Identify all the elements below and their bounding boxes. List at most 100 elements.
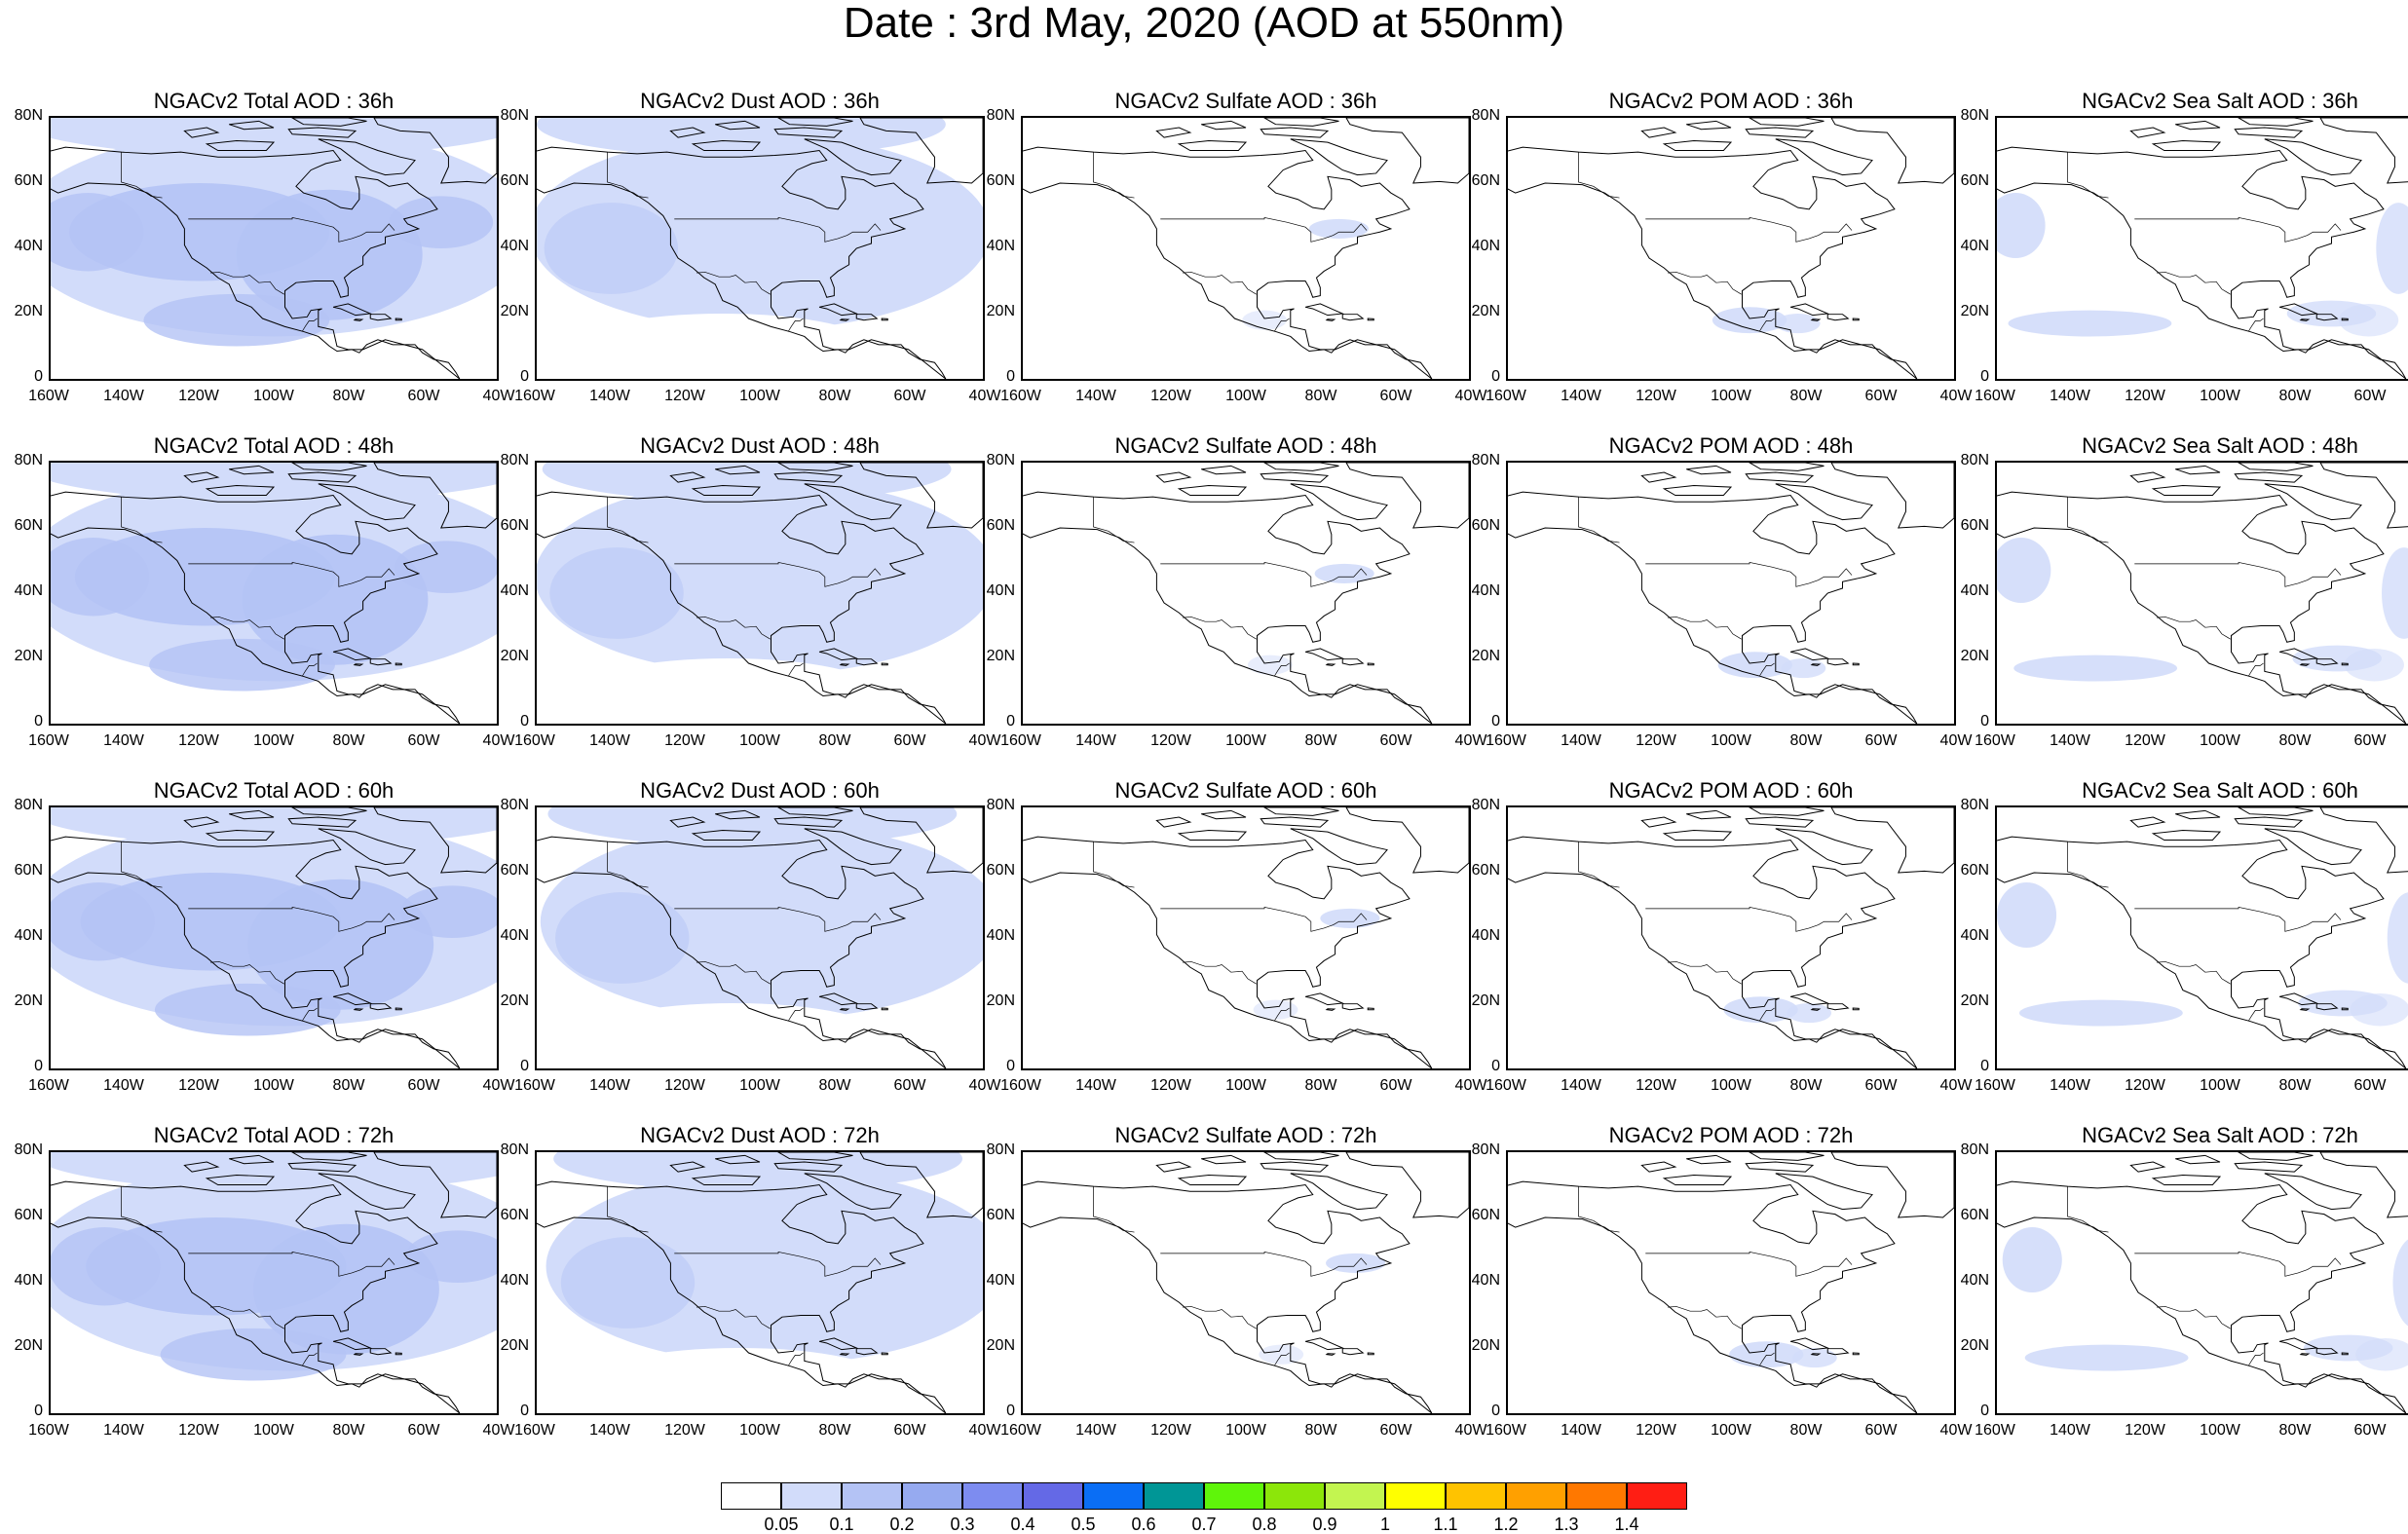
- country-border: [696, 617, 771, 640]
- island-outline: [1686, 120, 1732, 131]
- latitude-tick-label: 0: [34, 368, 43, 385]
- map-svg: [1508, 1152, 1954, 1413]
- island-outline: [1304, 303, 1345, 317]
- longitude-tick-label: 140W: [1075, 732, 1116, 749]
- aod-shading-region: [1729, 1341, 1804, 1368]
- aod-shading-region: [51, 1227, 161, 1306]
- country-border: [696, 961, 771, 985]
- longitude-tick-label: 100W: [1225, 1077, 1266, 1094]
- latitude-tick-label: 80N: [1471, 797, 1500, 813]
- island-outline: [1263, 807, 1339, 816]
- island-outline: [1640, 1161, 1677, 1173]
- country-border: [1183, 961, 1257, 985]
- longitude-tick-label: 40W: [1939, 1422, 1973, 1439]
- coastline: [1508, 1180, 1918, 1413]
- longitude-tick-label: 60W: [1864, 388, 1898, 404]
- aod-shading-region: [1781, 658, 1826, 679]
- latitude-tick-label: 60N: [1960, 172, 1989, 189]
- longitude-tick-label: 140W: [103, 1422, 144, 1439]
- latitude-tick-label: 60N: [986, 1207, 1015, 1223]
- latitude-tick-label: 60N: [14, 862, 43, 879]
- latitude-tick-label: 40N: [500, 582, 529, 599]
- longitude-tick-label: 120W: [178, 388, 219, 404]
- country-border: [1160, 907, 1368, 932]
- country-border: [1668, 1306, 1742, 1329]
- longitude-tick-label: 120W: [664, 732, 705, 749]
- island-outline: [2129, 471, 2166, 483]
- colorbar-label: 0.1: [829, 1515, 854, 1534]
- coastlines: [1508, 463, 1954, 724]
- longitude-tick-label: 100W: [253, 732, 294, 749]
- island-outline: [691, 139, 762, 151]
- latitude-tick-label: 40N: [1471, 927, 1500, 944]
- panel-title: NGACv2 Dust AOD : 60h: [640, 778, 880, 803]
- aerosol-field: [1729, 1341, 1837, 1368]
- coastline: [1508, 836, 1918, 1068]
- longitude-tick-label: 100W: [1711, 1077, 1751, 1094]
- latitude-tick-label: 80N: [14, 1141, 43, 1158]
- coastline: [1023, 527, 1433, 724]
- island-outline: [2234, 127, 2304, 138]
- island-outline: [2315, 1348, 2339, 1356]
- island-outline: [395, 662, 402, 666]
- map-frame: [1506, 1150, 1956, 1415]
- island-outline: [2151, 829, 2222, 841]
- island-outline: [2175, 809, 2221, 820]
- longitude-tick-label: 80W: [1304, 1422, 1337, 1439]
- coastline: [1997, 527, 2407, 724]
- longitude-tick-label: 100W: [739, 1422, 780, 1439]
- aerosol-field: [546, 1152, 983, 1413]
- island-outline: [881, 1007, 888, 1011]
- aod-shading-region: [389, 196, 494, 248]
- country-border: [188, 217, 395, 243]
- latitude-tick-label: 80N: [1471, 452, 1500, 468]
- island-outline: [395, 1007, 402, 1011]
- country-border: [674, 1252, 882, 1277]
- longitude-tick-label: 160W: [1486, 388, 1526, 404]
- aod-shading-region: [584, 1003, 883, 1068]
- island-outline: [2238, 807, 2314, 816]
- island-outline: [1686, 809, 1732, 820]
- longitude-tick-label: 120W: [664, 1077, 705, 1094]
- island-outline: [777, 1152, 853, 1161]
- colorbar-swatch: [902, 1482, 962, 1510]
- island-outline: [205, 829, 276, 841]
- longitude-tick-label: 40W: [968, 732, 1001, 749]
- coastlines: [537, 1152, 983, 1413]
- coastline: [1508, 182, 1918, 379]
- country-border: [607, 1185, 649, 1233]
- island-outline: [1749, 118, 1825, 127]
- longitude-tick-label: 120W: [1636, 1422, 1676, 1439]
- colorbar-swatch: [721, 1482, 781, 1510]
- longitude-tick-label: 80W: [1304, 1077, 1337, 1094]
- island-outline: [1325, 1008, 1336, 1011]
- map-panel-sulfate-48h: NGACv2 Sulfate AOD : 48h 80N 60N 40N 20N 0 160…: [987, 434, 1508, 779]
- coastline: [51, 1180, 461, 1413]
- island-outline: [1155, 471, 1192, 483]
- island-outline: [1826, 658, 1850, 666]
- island-outline: [229, 809, 275, 820]
- latitude-tick-label: 60N: [1960, 1207, 1989, 1223]
- country-border: [1759, 1352, 1775, 1366]
- map-frame: [1995, 116, 2408, 381]
- island-outline: [353, 663, 364, 666]
- longitude-tick-label: 80W: [1789, 1422, 1823, 1439]
- country-border: [788, 1352, 804, 1366]
- coastline: [1997, 1216, 2407, 1413]
- island-outline: [1745, 127, 1815, 138]
- latitude-tick-label: 0: [1491, 713, 1500, 730]
- aod-shading-region: [1787, 1003, 1832, 1024]
- longitude-tick-label: 100W: [2200, 732, 2240, 749]
- island-outline: [777, 463, 853, 471]
- longitude-tick-label: 120W: [664, 1422, 705, 1439]
- longitude-tick-label: 60W: [2353, 1422, 2387, 1439]
- aerosol-field: [1247, 563, 1374, 675]
- coastline: [1023, 491, 1433, 724]
- latitude-tick-label: 60N: [14, 1207, 43, 1223]
- latitude-tick-label: 20N: [1960, 303, 1989, 319]
- island-outline: [881, 1352, 888, 1356]
- panel-title: NGACv2 Total AOD : 48h: [153, 433, 395, 458]
- longitude-tick-label: 100W: [2200, 1077, 2240, 1094]
- longitude-tick-label: 80W: [1789, 732, 1823, 749]
- coastline: [537, 1180, 947, 1413]
